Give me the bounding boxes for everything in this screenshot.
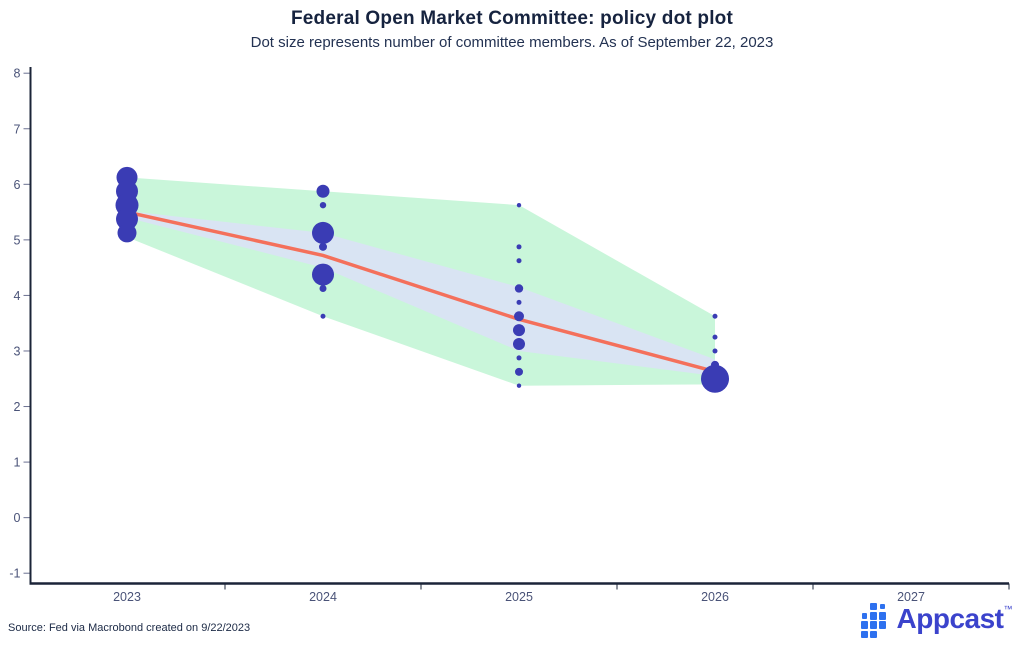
committee-dot: [513, 338, 525, 351]
committee-dot: [712, 348, 718, 354]
y-tick-label: 6: [14, 178, 21, 192]
committee-dot: [514, 311, 524, 322]
committee-dot: [515, 367, 523, 376]
trademark-symbol: ™: [1003, 604, 1013, 614]
committee-dot: [319, 284, 327, 292]
appcast-logo: Appcast™: [860, 602, 1013, 638]
chart-title: Federal Open Market Committee: policy do…: [290, 8, 734, 29]
committee-dot: [316, 184, 330, 198]
committee-dot: [516, 258, 522, 264]
committee-dot: [319, 242, 327, 251]
y-tick-label: 0: [14, 511, 21, 525]
logo-square: [869, 603, 878, 611]
y-tick-label: 4: [14, 289, 21, 303]
x-tick-label: 2023: [113, 590, 141, 604]
x-tick-label: 2027: [897, 590, 925, 604]
y-tick-label: 7: [14, 122, 21, 136]
committee-dot: [513, 324, 525, 337]
committee-dot: [319, 201, 327, 209]
chart-header: Federal Open Market Committee: policy do…: [0, 8, 1024, 51]
logo-square: [869, 612, 878, 620]
committee-dot: [516, 383, 522, 388]
y-tick-label: 2: [14, 400, 21, 414]
y-tick-label: 3: [14, 344, 21, 358]
committee-dot: [712, 334, 718, 340]
committee-dot: [117, 223, 137, 243]
x-tick-label: 2024: [309, 590, 337, 604]
x-tick-label: 2026: [701, 590, 729, 604]
committee-dot: [516, 244, 522, 250]
central-tendency-band: [127, 210, 715, 376]
logo-square: [869, 621, 878, 629]
logo-square: [878, 612, 887, 620]
committee-dot: [320, 313, 326, 319]
y-tick-label: 5: [14, 233, 21, 247]
logo-square: [869, 630, 878, 638]
appcast-wordmark-text: Appcast: [896, 603, 1004, 634]
committee-dot: [516, 355, 522, 361]
committee-dot: [712, 313, 718, 319]
x-tick-label: 2025: [505, 590, 533, 604]
committee-dot: [514, 284, 524, 293]
y-tick-label: -1: [9, 567, 20, 581]
logo-square: [878, 621, 887, 629]
committee-dot: [516, 299, 522, 305]
median-path: [125, 210, 717, 374]
committee-dot: [116, 208, 138, 231]
y-tick-label: 8: [14, 67, 21, 81]
source-note: Source: Fed via Macrobond created on 9/2…: [8, 622, 251, 634]
committee-dot: [516, 202, 522, 208]
committee-dot: [312, 263, 334, 286]
y-tick-label: 1: [14, 456, 21, 470]
committee-dot: [701, 364, 729, 393]
logo-square: [860, 621, 868, 629]
appcast-wordmark: Appcast™: [896, 603, 1013, 635]
chart-subtitle: Dot size represents number of committee …: [250, 34, 774, 51]
logo-square: [879, 604, 886, 610]
logo-square: [861, 613, 867, 619]
appcast-squares-icon: [860, 602, 891, 638]
logo-square: [860, 630, 868, 638]
committee-dot: [312, 221, 334, 244]
